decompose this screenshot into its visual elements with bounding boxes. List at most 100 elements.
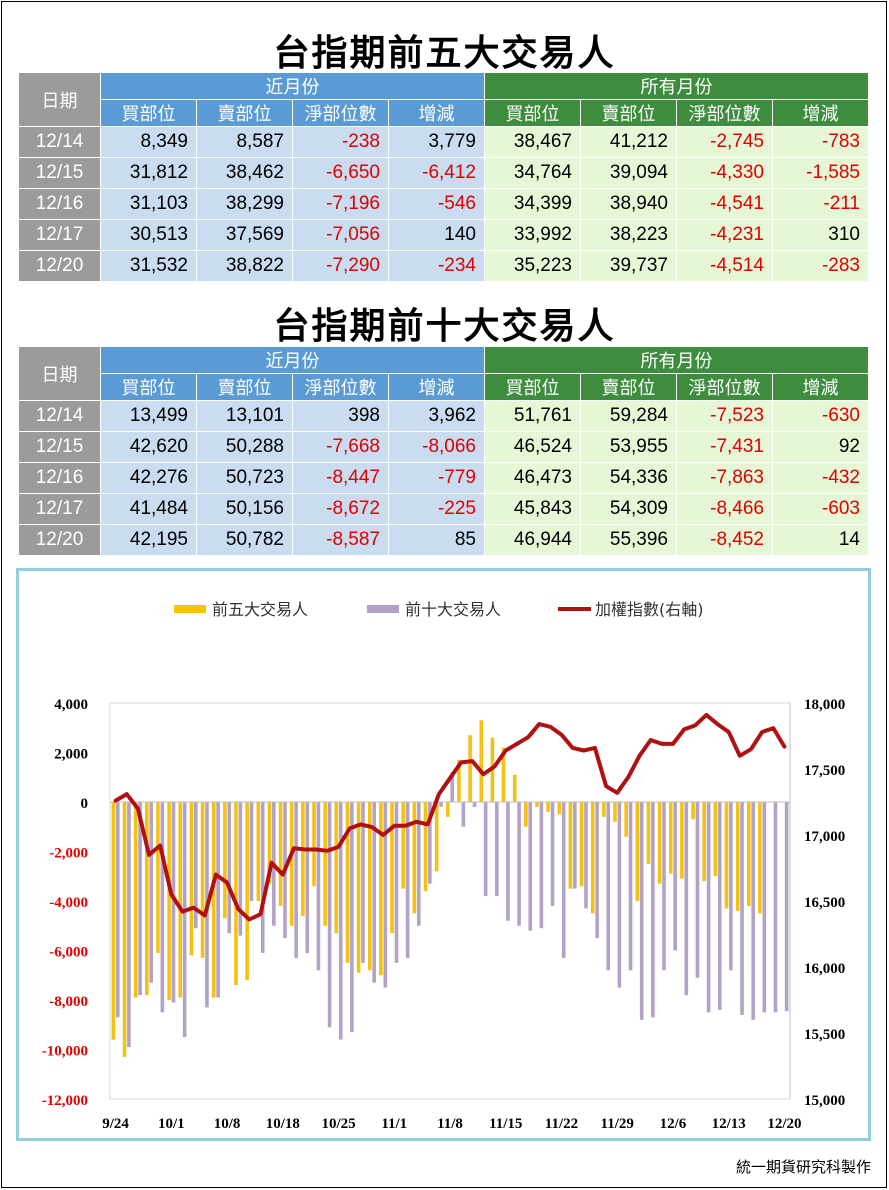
table-cell: 38,467 bbox=[484, 126, 581, 158]
top5-bar bbox=[613, 802, 617, 822]
top5-bar bbox=[200, 802, 205, 958]
top5-bar bbox=[479, 720, 484, 802]
table-cell: 92 bbox=[772, 431, 869, 463]
x-axis-tick-label: 10/25 bbox=[321, 1116, 355, 1132]
top10-bar bbox=[561, 802, 566, 958]
table-cell: -4,330 bbox=[676, 157, 773, 189]
table-cell: 8,349 bbox=[100, 126, 197, 158]
left-axis-tick-label: 0 bbox=[81, 796, 89, 812]
table-cell: 50,782 bbox=[196, 524, 293, 556]
table-cell: 54,309 bbox=[580, 493, 677, 525]
top5-bar bbox=[167, 802, 171, 1000]
top5-bar bbox=[245, 802, 249, 981]
top5-bar bbox=[546, 802, 550, 812]
top10-bar bbox=[249, 802, 254, 901]
top10-bar bbox=[595, 802, 599, 939]
top10-bar bbox=[160, 802, 165, 1013]
top10-bar bbox=[651, 802, 655, 1018]
top10-bar bbox=[405, 802, 410, 958]
x-axis-tick-label: 11/1 bbox=[381, 1116, 407, 1132]
top5-bar bbox=[312, 802, 316, 887]
top10-bar bbox=[606, 802, 611, 971]
top5-bar bbox=[535, 802, 539, 807]
x-axis-tick-label: 12/6 bbox=[660, 1116, 687, 1132]
table-cell: -7,196 bbox=[292, 188, 389, 220]
table-cell: -7,863 bbox=[676, 462, 773, 494]
top10-bar bbox=[740, 802, 744, 1015]
table-cell: 42,195 bbox=[100, 524, 197, 556]
table-cell: 42,276 bbox=[100, 462, 197, 494]
top10-bar bbox=[216, 802, 220, 998]
top5-bar bbox=[301, 802, 305, 916]
date-header: 日期 bbox=[18, 72, 101, 127]
top5-bar bbox=[635, 802, 640, 901]
top10-bar bbox=[294, 802, 298, 958]
table-cell: -8,672 bbox=[292, 493, 389, 525]
top10-bar bbox=[550, 802, 555, 906]
left-axis-tick-label: -4,000 bbox=[49, 895, 88, 911]
table-cell: -283 bbox=[772, 250, 869, 282]
top5-bar bbox=[412, 802, 417, 914]
column-header: 賣部位 bbox=[580, 99, 677, 127]
top10-title: 台指期前十大交易人 bbox=[273, 306, 616, 347]
left-axis-tick-label: -6,000 bbox=[49, 945, 88, 961]
x-axis-tick-label: 9/24 bbox=[102, 1116, 129, 1132]
table-cell: 38,462 bbox=[196, 157, 293, 189]
top5-bar bbox=[680, 802, 684, 879]
table-row: 12/17 41,484 50,156 -8,672 -225 45,843 54,309-… bbox=[18, 493, 869, 525]
table-row: 12/16 31,103 38,299 -7,196 -546 34,399 38,940-… bbox=[18, 188, 869, 220]
top5-bar bbox=[133, 802, 138, 998]
legend-swatch-top5 bbox=[174, 605, 206, 613]
table-cell: 46,944 bbox=[484, 524, 581, 556]
legend-label-top5: 前五大交易人 bbox=[212, 600, 308, 619]
top5-bar bbox=[713, 802, 718, 877]
all-month-header: 所有月份 bbox=[484, 346, 869, 374]
x-axis-tick-label: 12/13 bbox=[712, 1116, 746, 1132]
table-cell: 34,399 bbox=[484, 188, 581, 220]
top5-bar bbox=[668, 802, 673, 874]
left-axis-tick-label: -2,000 bbox=[49, 846, 88, 862]
top10-bar bbox=[394, 802, 399, 963]
top5-bar bbox=[334, 802, 339, 934]
top10-bar bbox=[784, 802, 789, 1012]
table-cell: -432 bbox=[772, 462, 869, 494]
top5-bar bbox=[446, 802, 450, 817]
right-axis-tick-label: 15,500 bbox=[804, 1027, 845, 1043]
table-row: 12/16 42,276 50,723 -8,447 -779 46,473 54,336-… bbox=[18, 462, 869, 494]
table-cell: -6,650 bbox=[292, 157, 389, 189]
table-cell: -603 bbox=[772, 493, 869, 525]
right-axis-tick-label: 15,000 bbox=[804, 1093, 845, 1109]
top10-bar bbox=[372, 802, 376, 983]
top10-bar bbox=[573, 802, 577, 889]
column-header: 買部位 bbox=[100, 99, 197, 127]
left-axis-tick-label: -10,000 bbox=[42, 1044, 88, 1060]
table-cell: -7,431 bbox=[676, 431, 773, 463]
x-axis-tick-label: 10/18 bbox=[266, 1116, 300, 1132]
date-cell: 12/14 bbox=[18, 126, 101, 158]
table-cell: 46,524 bbox=[484, 431, 581, 463]
x-axis-tick-label: 12/20 bbox=[767, 1116, 801, 1132]
top5-bar bbox=[189, 802, 194, 956]
date-cell: 12/15 bbox=[18, 157, 101, 189]
top5-bar bbox=[390, 802, 394, 934]
table-cell: -1,585 bbox=[772, 157, 869, 189]
chart-container: 4,000 2,000 0 -2,000 -4,000 -6,000 -8,000 -10,0… bbox=[16, 568, 871, 1141]
table-cell: 33,992 bbox=[484, 219, 581, 251]
table-cell: 398 bbox=[292, 400, 389, 432]
table-cell: 51,761 bbox=[484, 400, 581, 432]
near-month-header: 近月份 bbox=[100, 346, 485, 374]
top10-bar bbox=[428, 802, 432, 884]
right-axis-tick-label: 17,000 bbox=[804, 829, 845, 845]
top5-bar bbox=[457, 759, 461, 802]
top10-bar bbox=[729, 802, 733, 971]
top10-bar bbox=[194, 802, 198, 929]
all-month-header: 所有月份 bbox=[484, 72, 869, 100]
top10-table: 日期 近月份 所有月份 買部位 賣部位 淨部位數 增減 買部位 賣部位 淨部位數 增減 12/14 13… bbox=[18, 346, 869, 556]
table-cell: -7,056 bbox=[292, 219, 389, 251]
top10-bar bbox=[762, 802, 767, 1013]
top10-bar bbox=[494, 802, 499, 897]
top10-bar bbox=[751, 802, 755, 1020]
table-cell: 13,499 bbox=[100, 400, 197, 432]
table-row: 12/14 8,349 8,587 -238 3,779 38,467 41,212 -2,7… bbox=[18, 126, 869, 158]
table-cell: 41,484 bbox=[100, 493, 197, 525]
